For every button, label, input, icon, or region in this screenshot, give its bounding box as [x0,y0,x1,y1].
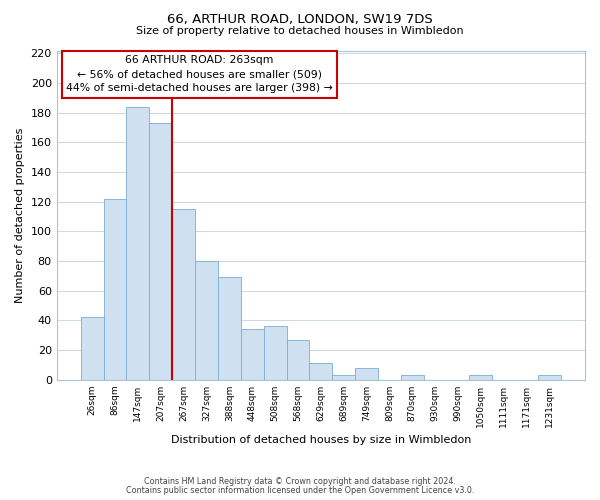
Bar [195,261,218,380]
Bar [127,107,149,380]
Y-axis label: Number of detached properties: Number of detached properties [15,128,25,303]
Bar [241,330,263,380]
Text: 66, ARTHUR ROAD, LONDON, SW19 7DS: 66, ARTHUR ROAD, LONDON, SW19 7DS [167,12,433,26]
Text: 66 ARTHUR ROAD: 263sqm
← 56% of detached houses are smaller (509)
44% of semi-de: 66 ARTHUR ROAD: 263sqm ← 56% of detached… [66,56,332,94]
Bar [104,199,127,380]
Bar [263,326,287,380]
Bar [469,375,493,380]
Text: Contains HM Land Registry data © Crown copyright and database right 2024.: Contains HM Land Registry data © Crown c… [144,477,456,486]
Bar [355,368,378,380]
Bar [310,364,332,380]
Bar [218,278,241,380]
Bar [287,340,310,380]
X-axis label: Distribution of detached houses by size in Wimbledon: Distribution of detached houses by size … [170,435,471,445]
Bar [538,375,561,380]
Bar [401,375,424,380]
Bar [332,375,355,380]
Text: Size of property relative to detached houses in Wimbledon: Size of property relative to detached ho… [136,26,464,36]
Text: Contains public sector information licensed under the Open Government Licence v3: Contains public sector information licen… [126,486,474,495]
Bar [172,209,195,380]
Bar [80,318,104,380]
Bar [149,123,172,380]
